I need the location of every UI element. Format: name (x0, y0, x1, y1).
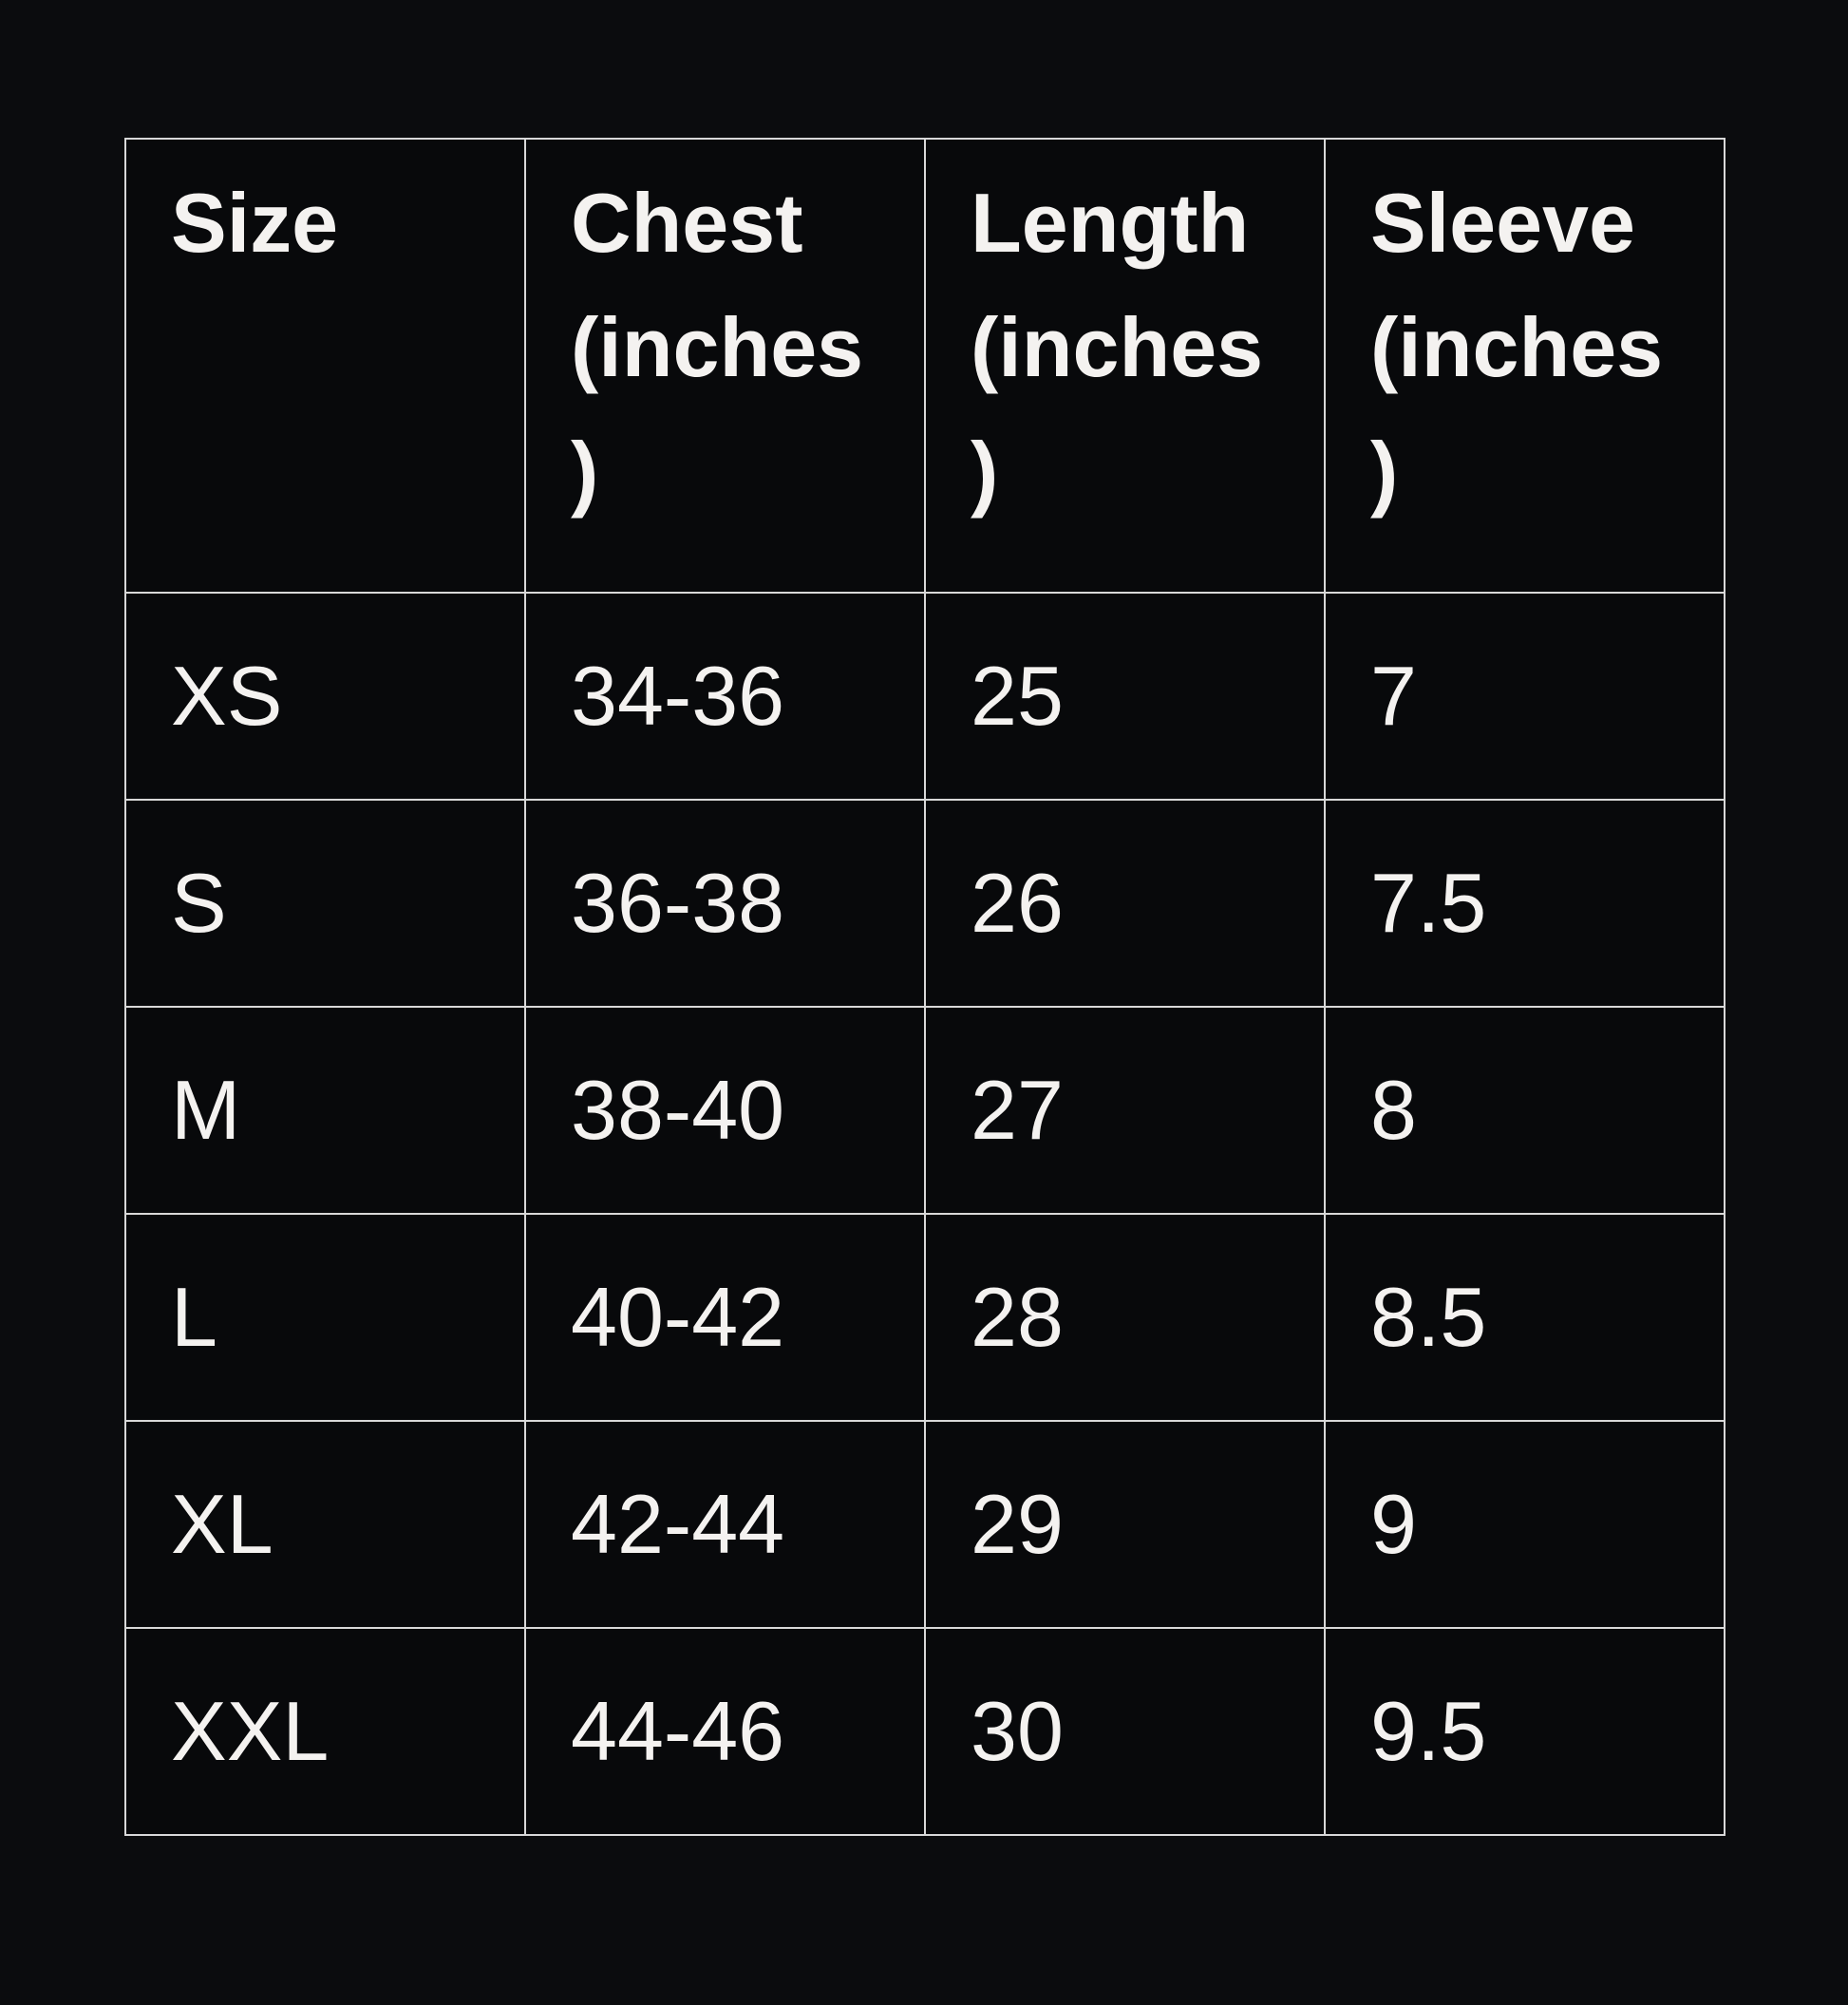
cell-chest: 44-46 (524, 1627, 926, 1836)
header-row: Size Chest (inches) Length (inches) Slee… (124, 138, 1725, 594)
header-chest: Chest (inches) (524, 138, 926, 594)
cell-length: 27 (924, 1006, 1326, 1215)
cell-size: M (124, 1006, 526, 1215)
cell-chest: 34-36 (524, 592, 926, 801)
cell-length: 25 (924, 592, 1326, 801)
cell-sleeve: 8 (1324, 1006, 1725, 1215)
cell-chest: 40-42 (524, 1213, 926, 1422)
header-size: Size (124, 138, 526, 594)
cell-size: S (124, 799, 526, 1008)
cell-length: 30 (924, 1627, 1326, 1836)
table-row: M 38-40 27 8 (124, 1006, 1725, 1215)
cell-size: L (124, 1213, 526, 1422)
size-chart-table: Size Chest (inches) Length (inches) Slee… (124, 138, 1725, 1836)
table-row: XXL 44-46 30 9.5 (124, 1627, 1725, 1836)
cell-length: 28 (924, 1213, 1326, 1422)
cell-sleeve: 8.5 (1324, 1213, 1725, 1422)
cell-length: 29 (924, 1420, 1326, 1629)
cell-sleeve: 7.5 (1324, 799, 1725, 1008)
cell-chest: 38-40 (524, 1006, 926, 1215)
table-row: S 36-38 26 7.5 (124, 799, 1725, 1008)
cell-size: XS (124, 592, 526, 801)
table-row: XS 34-36 25 7 (124, 592, 1725, 801)
table-row: L 40-42 28 8.5 (124, 1213, 1725, 1422)
cell-size: XL (124, 1420, 526, 1629)
cell-sleeve: 7 (1324, 592, 1725, 801)
cell-chest: 36-38 (524, 799, 926, 1008)
cell-sleeve: 9 (1324, 1420, 1725, 1629)
table-row: XL 42-44 29 9 (124, 1420, 1725, 1629)
cell-length: 26 (924, 799, 1326, 1008)
cell-sleeve: 9.5 (1324, 1627, 1725, 1836)
header-length: Length (inches) (924, 138, 1326, 594)
cell-size: XXL (124, 1627, 526, 1836)
header-sleeve: Sleeve (inches) (1324, 138, 1725, 594)
cell-chest: 42-44 (524, 1420, 926, 1629)
